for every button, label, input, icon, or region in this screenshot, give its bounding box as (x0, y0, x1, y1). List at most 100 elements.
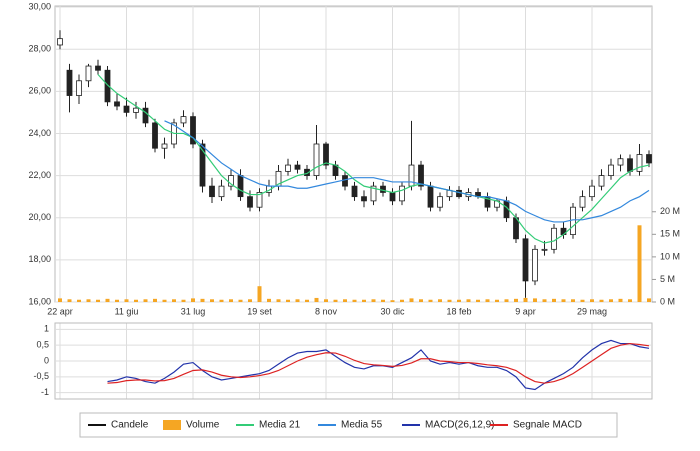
legend-label: Segnale MACD (513, 420, 582, 431)
legend-label: MACD(26,12,9) (425, 420, 494, 431)
candle-body (57, 38, 63, 46)
x-tick-label: 22 apr (47, 306, 73, 316)
candle-body (161, 143, 168, 149)
volume-bar (476, 299, 480, 302)
volume-bar (67, 299, 72, 302)
candle-body (247, 196, 253, 208)
candle-body (636, 154, 643, 172)
candle-body (294, 164, 301, 170)
volume-bar (124, 299, 129, 302)
candle-body (418, 164, 424, 187)
volume-bar (134, 299, 138, 302)
x-tick-label: 8 nov (315, 306, 338, 316)
candle-body (456, 189, 462, 198)
candle-body (218, 185, 225, 198)
volume-bar (457, 299, 461, 302)
candle-body (256, 192, 263, 208)
volume-bar (485, 299, 490, 302)
volume-bar (219, 299, 224, 302)
candle-body (133, 107, 139, 113)
y2-tick-label: 20 M (660, 206, 680, 216)
y-tick-label: 30,00 (28, 1, 51, 11)
volume-bar (628, 299, 632, 302)
volume-bar (561, 299, 566, 302)
volume-bar (618, 298, 623, 302)
volume-bar (419, 299, 423, 302)
volume-bar (238, 299, 243, 302)
y-tick-label: 20,00 (28, 212, 51, 222)
x-tick-label: 19 set (247, 306, 272, 316)
volume-bar (286, 299, 290, 302)
candle-body (142, 107, 149, 124)
volume-bar (428, 299, 433, 302)
x-tick-label: 11 giu (115, 306, 139, 316)
candle-body (437, 196, 443, 208)
legend-swatch (163, 420, 181, 430)
y2-tick-label: 10 M (660, 251, 680, 261)
candle-body (579, 196, 586, 208)
candle-body (532, 248, 538, 282)
x-tick-label: 31 lug (181, 306, 206, 316)
volume-bar (571, 299, 575, 302)
volume-bar (533, 298, 537, 302)
y2-tick-label: 0 M (660, 296, 675, 306)
volume-bar (504, 299, 509, 302)
volume-bar (599, 299, 604, 302)
volume-bar (305, 299, 309, 302)
volume-bar (352, 299, 357, 302)
candle-body (380, 185, 386, 193)
x-tick-label: 30 dic (380, 306, 405, 316)
volume-bar (390, 300, 395, 302)
volume-bar (229, 299, 233, 302)
candle-body (646, 154, 652, 164)
candle-body (95, 65, 101, 71)
line-series (164, 120, 650, 223)
volume-bar (172, 299, 176, 302)
volume-bar (210, 299, 214, 302)
volume-bar (324, 299, 328, 302)
legend-label: Candele (111, 420, 149, 431)
x-tick-label: 9 apr (515, 306, 536, 316)
volume-bar (495, 299, 499, 302)
volume-bar (637, 225, 642, 302)
volume-bar (314, 297, 319, 302)
volume-bar (181, 299, 186, 302)
volume-bar (542, 299, 547, 302)
volume-bar (276, 299, 281, 302)
volume-bar (86, 299, 91, 302)
candle-body (598, 175, 605, 187)
line-series (107, 339, 650, 391)
y-tick-label: 0,5 (36, 340, 49, 350)
volume-bar (514, 298, 518, 302)
legend-label: Media 21 (259, 420, 301, 431)
y-tick-label: 24,00 (28, 128, 51, 138)
volume-bar (409, 298, 414, 302)
candle-body (361, 196, 367, 202)
volume-bar (248, 299, 252, 302)
volume-bar (77, 299, 81, 302)
candle-body (570, 206, 576, 235)
y-tick-label: 1 (44, 324, 49, 334)
plot-frame (54, 5, 653, 303)
candle-body (522, 238, 529, 282)
volume-bar (143, 299, 148, 302)
volume-bar (609, 299, 613, 302)
volume-bar (267, 298, 271, 302)
volume-bar (647, 298, 651, 302)
candle-body (180, 116, 187, 124)
candle-body (608, 164, 614, 176)
candle-body (313, 143, 320, 176)
volume-bar (115, 299, 119, 302)
candle-body (541, 248, 548, 251)
y2-tick-label: 15 M (660, 229, 680, 239)
y-tick-label: -0,5 (33, 371, 49, 381)
candle-body (199, 143, 206, 187)
candle-body (399, 185, 405, 202)
volume-bar (295, 299, 300, 302)
volume-bar (362, 299, 366, 302)
volume-bar (200, 298, 205, 302)
line-series (107, 342, 650, 384)
y-tick-label: 28,00 (28, 44, 51, 54)
candle-body (617, 158, 624, 166)
